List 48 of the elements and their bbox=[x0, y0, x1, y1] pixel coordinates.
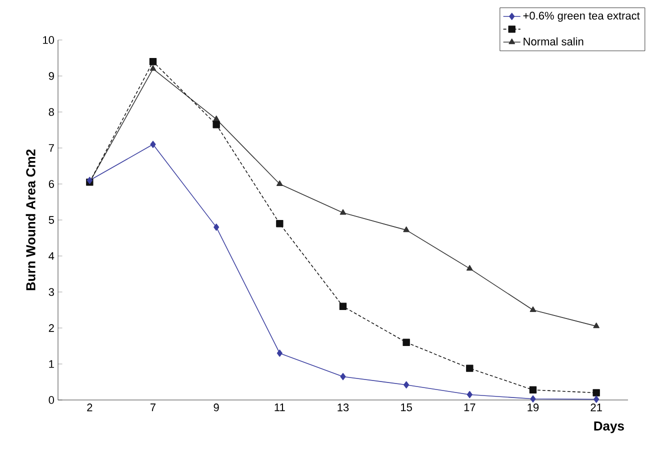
point bbox=[466, 264, 473, 271]
point bbox=[466, 390, 472, 398]
x-axis-title: Days bbox=[594, 422, 624, 434]
y-tick-label: 4 bbox=[48, 252, 54, 260]
x-tick-label: 15 bbox=[401, 404, 412, 412]
y-tick-label: 3 bbox=[48, 288, 54, 296]
y-tick-label: 1 bbox=[49, 360, 54, 368]
point bbox=[529, 386, 537, 394]
y-tick-label: 2 bbox=[48, 324, 54, 332]
point bbox=[150, 140, 156, 148]
point bbox=[466, 364, 474, 372]
point bbox=[593, 322, 600, 328]
x-tick-label: 11 bbox=[274, 404, 285, 412]
y-axis-title: Burn Wound Area Cm2 bbox=[26, 149, 36, 290]
y-tick-label: 7 bbox=[48, 144, 54, 152]
point bbox=[340, 372, 346, 380]
y-tick-label: 10 bbox=[43, 36, 54, 44]
point bbox=[594, 396, 600, 403]
point bbox=[403, 226, 410, 232]
y-tick-label: 6 bbox=[48, 180, 54, 188]
point bbox=[213, 116, 220, 122]
legend-label: Normal salin bbox=[524, 37, 584, 46]
x-tick-label: 17 bbox=[464, 404, 476, 412]
point bbox=[530, 306, 536, 312]
x-tick-label: 19 bbox=[528, 404, 539, 412]
legend-label: +0.6% green tea extract bbox=[523, 12, 640, 22]
point bbox=[276, 220, 284, 228]
y-tick-label: 8 bbox=[48, 108, 54, 116]
point bbox=[402, 338, 410, 346]
point bbox=[212, 120, 220, 128]
x-tick-label: 2 bbox=[87, 404, 92, 412]
x-tick-label: 13 bbox=[338, 404, 349, 412]
point bbox=[404, 381, 410, 388]
point bbox=[276, 350, 282, 357]
x-tick-label: 7 bbox=[150, 404, 156, 412]
point bbox=[150, 65, 156, 71]
point bbox=[530, 395, 536, 403]
y-tick-label: 9 bbox=[48, 72, 54, 80]
point bbox=[214, 224, 220, 231]
point bbox=[340, 209, 346, 215]
y-tick-label: 0 bbox=[48, 396, 54, 404]
point bbox=[149, 58, 157, 66]
x-tick-label: 21 bbox=[590, 404, 602, 412]
point bbox=[276, 180, 283, 186]
x-tick-label: 9 bbox=[214, 404, 219, 412]
point bbox=[592, 389, 600, 396]
point bbox=[339, 302, 347, 310]
y-tick-label: 5 bbox=[48, 216, 54, 224]
